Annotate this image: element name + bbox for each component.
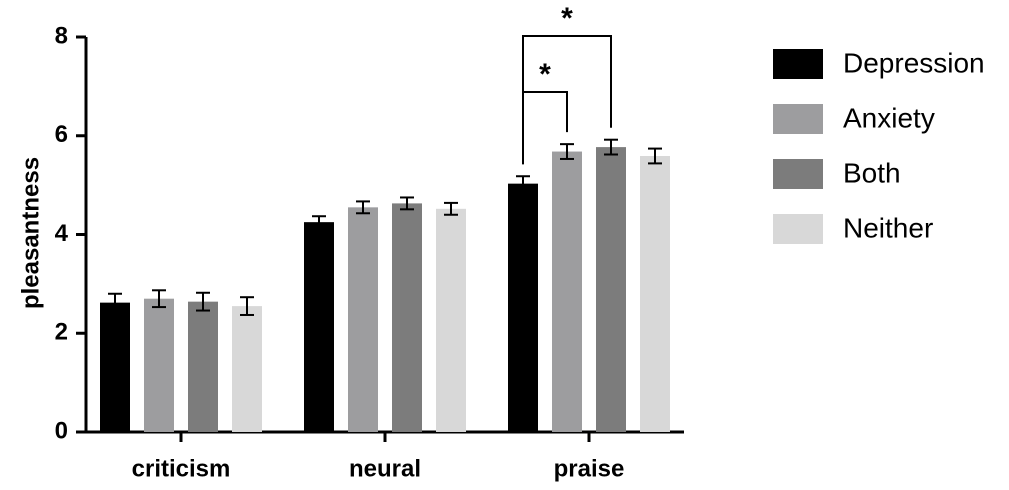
y-tick-label: 2 bbox=[55, 319, 68, 346]
chart-axes: 0 2 4 6 8 criticism neural praise bbox=[55, 22, 684, 482]
bar bbox=[100, 302, 130, 432]
y-tick-label: 0 bbox=[55, 417, 68, 444]
legend-label: Depression bbox=[843, 47, 985, 78]
bar bbox=[304, 222, 334, 432]
chart-bars bbox=[100, 147, 670, 433]
legend-label: Both bbox=[843, 157, 901, 188]
bar bbox=[552, 151, 582, 433]
y-tick-label: 4 bbox=[55, 220, 69, 247]
x-tick-label: criticism bbox=[132, 455, 231, 482]
chart-legend: Depression Anxiety Both Neither bbox=[773, 47, 985, 244]
bar bbox=[596, 147, 626, 432]
bar bbox=[144, 298, 174, 432]
significance-marker: * bbox=[539, 58, 551, 91]
y-axis-title: pleasantness bbox=[17, 157, 44, 309]
bar bbox=[232, 306, 262, 432]
y-tick-label: 6 bbox=[55, 121, 68, 148]
x-tick-label: neural bbox=[349, 455, 421, 482]
legend-label: Anxiety bbox=[843, 102, 935, 133]
bar bbox=[392, 203, 422, 432]
significance-annotations: ** bbox=[522, 2, 612, 165]
x-tick-label: praise bbox=[554, 455, 625, 482]
bar bbox=[640, 155, 670, 432]
significance-bracket bbox=[522, 35, 612, 165]
bar bbox=[436, 208, 466, 432]
bar bbox=[348, 207, 378, 432]
chart-error-bars bbox=[108, 138, 662, 316]
legend-swatch bbox=[773, 159, 823, 189]
legend-label: Neither bbox=[843, 212, 933, 243]
bar bbox=[508, 183, 538, 432]
legend-swatch bbox=[773, 214, 823, 244]
bar bbox=[188, 301, 218, 432]
legend-swatch bbox=[773, 49, 823, 79]
y-tick-label: 8 bbox=[55, 22, 68, 49]
legend-swatch bbox=[773, 104, 823, 134]
significance-marker: * bbox=[561, 2, 573, 35]
